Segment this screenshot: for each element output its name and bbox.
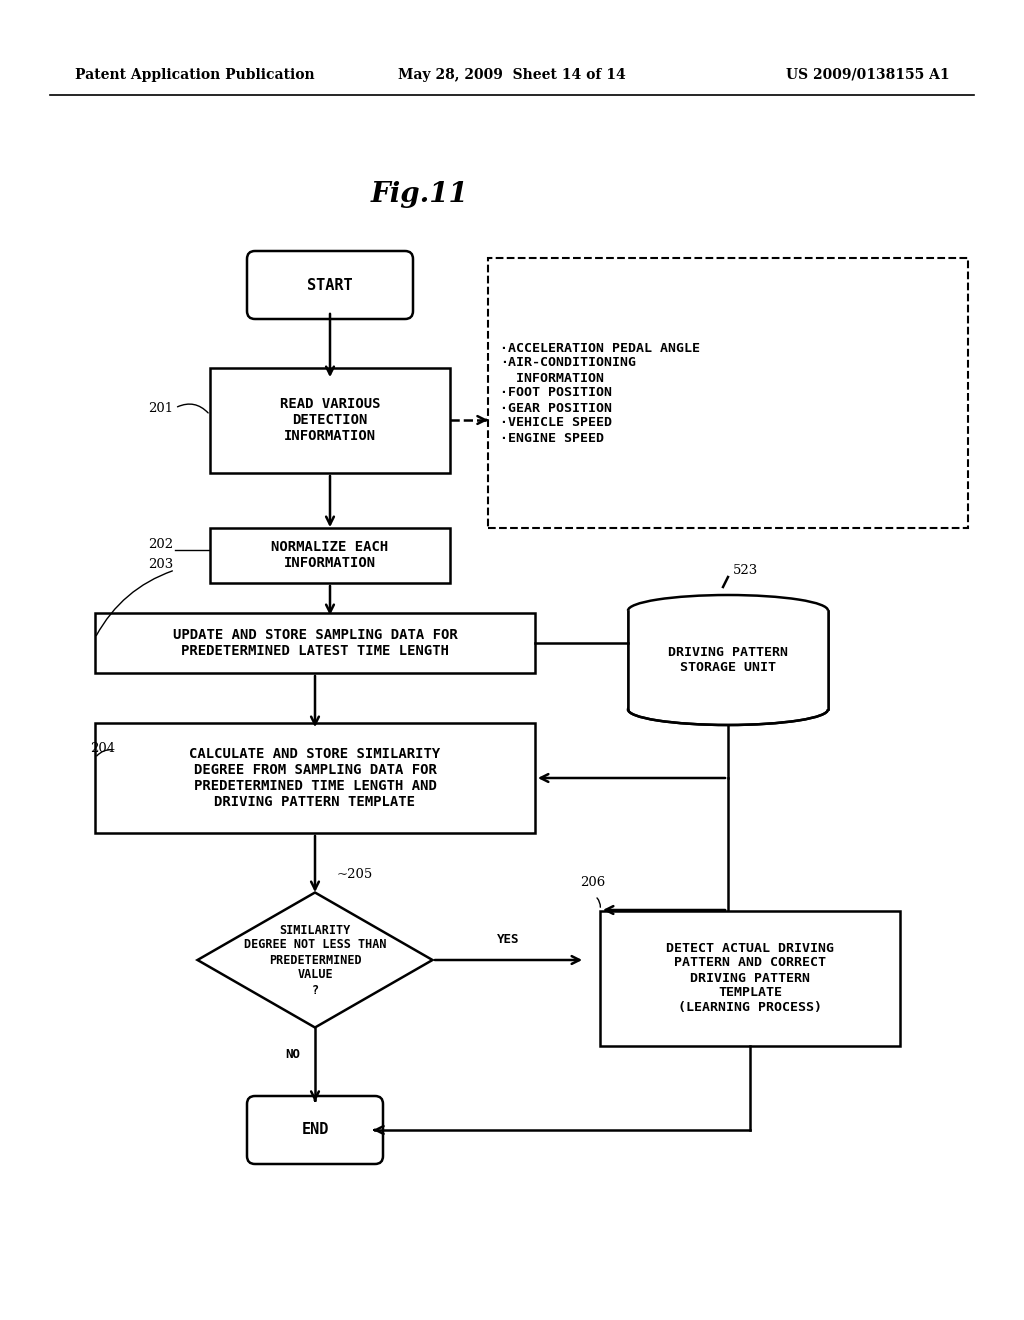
Text: DETECT ACTUAL DRIVING
PATTERN AND CORRECT
DRIVING PATTERN
TEMPLATE
(LEARNING PRO: DETECT ACTUAL DRIVING PATTERN AND CORREC… <box>666 941 834 1015</box>
Bar <box>95 723 535 833</box>
Text: END: END <box>301 1122 329 1138</box>
Text: 523: 523 <box>733 564 758 577</box>
Text: 203: 203 <box>148 558 173 572</box>
Bar <box>488 257 968 528</box>
Text: 201: 201 <box>148 401 173 414</box>
Polygon shape <box>198 892 432 1027</box>
Text: NORMALIZE EACH
INFORMATION: NORMALIZE EACH INFORMATION <box>271 540 389 570</box>
Ellipse shape <box>628 595 828 626</box>
Bar <box>210 528 450 582</box>
Text: May 28, 2009  Sheet 14 of 14: May 28, 2009 Sheet 14 of 14 <box>398 69 626 82</box>
Bar <box>210 367 450 473</box>
Text: ·ACCELERATION PEDAL ANGLE
·AIR-CONDITIONING
  INFORMATION
·FOOT POSITION
·GEAR P: ·ACCELERATION PEDAL ANGLE ·AIR-CONDITION… <box>500 342 700 445</box>
Text: 206: 206 <box>580 876 605 890</box>
Bar <box>95 612 535 673</box>
Text: 204: 204 <box>90 742 115 755</box>
Ellipse shape <box>628 694 828 725</box>
Bar <box>628 611 828 709</box>
Text: NO: NO <box>286 1048 300 1061</box>
Bar <box>600 911 900 1045</box>
Text: US 2009/0138155 A1: US 2009/0138155 A1 <box>786 69 950 82</box>
Text: ~205: ~205 <box>337 869 374 882</box>
Text: SIMILARITY
DEGREE NOT LESS THAN
PREDETERMINED
VALUE
?: SIMILARITY DEGREE NOT LESS THAN PREDETER… <box>244 924 386 997</box>
Text: READ VARIOUS
DETECTION
INFORMATION: READ VARIOUS DETECTION INFORMATION <box>280 397 380 444</box>
Text: CALCULATE AND STORE SIMILARITY
DEGREE FROM SAMPLING DATA FOR
PREDETERMINED TIME : CALCULATE AND STORE SIMILARITY DEGREE FR… <box>189 747 440 809</box>
Text: Fig.11: Fig.11 <box>371 181 469 209</box>
FancyBboxPatch shape <box>247 251 413 319</box>
Text: 202: 202 <box>148 539 173 552</box>
FancyBboxPatch shape <box>247 1096 383 1164</box>
Text: START: START <box>307 277 353 293</box>
Text: YES: YES <box>498 933 520 946</box>
Text: UPDATE AND STORE SAMPLING DATA FOR
PREDETERMINED LATEST TIME LENGTH: UPDATE AND STORE SAMPLING DATA FOR PREDE… <box>173 628 458 659</box>
Text: Patent Application Publication: Patent Application Publication <box>75 69 314 82</box>
Text: DRIVING PATTERN
STORAGE UNIT: DRIVING PATTERN STORAGE UNIT <box>668 645 788 675</box>
